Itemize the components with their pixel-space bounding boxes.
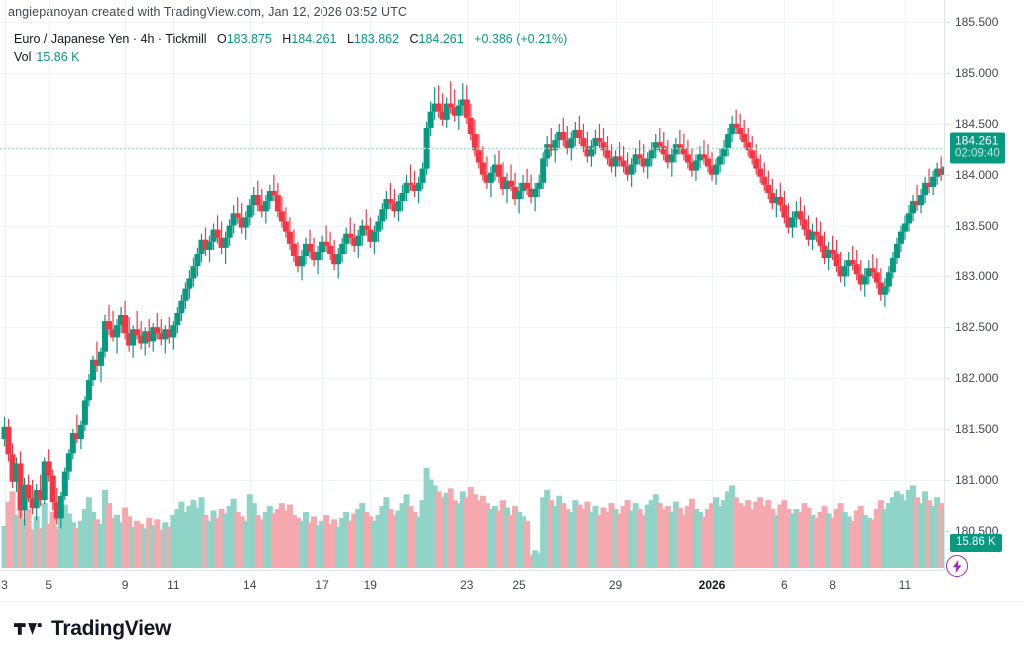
price-tick-mark [945, 378, 950, 380]
price-tick-mark [945, 428, 950, 430]
price-tick-mark [945, 479, 950, 481]
time-tick-label: 11 [167, 578, 180, 592]
high-value: 184.261 [291, 32, 337, 46]
legend-volume-row: Vol 15.86 K [14, 49, 567, 66]
time-tick-label: 3 [1, 578, 8, 592]
attribution-text: angiepanoyan created with TradingView.co… [8, 5, 408, 19]
legend-main-row: Euro / Japanese Yen · 4h · Tickmill O183… [14, 31, 567, 48]
bar-countdown-timer: 02:09:40 [955, 147, 1000, 160]
time-tick-label: 9 [121, 578, 129, 592]
close-label: C [409, 32, 419, 46]
price-tick-label: 184.500 [955, 116, 999, 131]
time-tick-label: 19 [363, 578, 377, 592]
current-price-badge[interactable]: 184.261 02:09:40 [950, 132, 1005, 164]
open-label: O [216, 32, 227, 46]
time-tick-label: 5 [45, 578, 53, 592]
time-tick-label: 25 [512, 578, 526, 592]
low-label: L [346, 32, 354, 46]
low-value: 183.862 [353, 32, 400, 46]
price-tick-label: 182.500 [955, 320, 999, 335]
price-tick-mark [945, 327, 950, 329]
price-tick-label: 183.500 [955, 218, 999, 233]
price-tick-label: 185.000 [955, 66, 999, 80]
price-tick-mark [945, 276, 950, 278]
tradingview-mark-icon [14, 623, 42, 635]
time-tick-label: 17 [315, 578, 329, 592]
volume-bars [1, 467, 944, 569]
price-tick-label: 185.500 [955, 15, 999, 30]
time-tick-label: 23 [460, 578, 474, 592]
price-tick-label: 181.500 [955, 421, 999, 436]
price-tick-mark [945, 73, 950, 74]
legend-separator-2: · [157, 32, 163, 46]
symbol-name[interactable]: Euro / Japanese Yen [14, 32, 130, 46]
price-tick-label: 183.000 [955, 269, 999, 284]
time-tick-label: 2026 [698, 578, 726, 592]
price-axis[interactable]: 185.500 185.000 184.500 184.000 183.500 183.0… [944, 0, 1024, 570]
price-tick-label: 184.000 [955, 167, 999, 182]
price-tick-mark [945, 123, 950, 125]
price-tick-mark [945, 530, 950, 532]
candlestick-svg [0, 0, 944, 570]
realtime-lightning-icon[interactable] [946, 555, 969, 577]
current-price-value: 184.261 [955, 133, 999, 148]
time-tick-label: 29 [608, 578, 623, 592]
high-label: H [282, 32, 292, 46]
time-tick-label: 14 [243, 578, 257, 592]
gridlines [0, 0, 944, 570]
time-axis[interactable]: 3 5 9 11 14 17 19 23 25 29 2026 6 8 11 [0, 570, 944, 600]
price-tick-label: 182.000 [955, 371, 999, 386]
volume-value-badge[interactable]: 15.86 K [950, 534, 1002, 552]
exchange-label[interactable]: Tickmill [165, 32, 207, 46]
chart-plot-area[interactable] [0, 0, 944, 570]
time-tick-label: 6 [781, 578, 788, 592]
price-change: +0.386 (+0.21%) [474, 32, 568, 46]
price-tick-mark [945, 174, 950, 176]
tradingview-logo[interactable]: TradingView [14, 617, 171, 641]
time-tick-label: 11 [898, 578, 912, 592]
chart-legend: Euro / Japanese Yen · 4h · Tickmill O183… [14, 31, 567, 66]
price-tick-mark [945, 22, 950, 24]
time-tick-label: 8 [829, 578, 836, 592]
volume-label: Vol [14, 50, 32, 64]
legend-separator-1: · [132, 32, 138, 46]
price-tick-label: 181.000 [955, 472, 999, 487]
volume-value: 15.86 K [36, 50, 80, 64]
close-value: 184.261 [418, 32, 464, 46]
open-value: 183.875 [226, 32, 272, 46]
footer-bar: TradingView [0, 601, 1024, 661]
price-tick-mark [945, 225, 950, 227]
lightning-bolt-glyph [952, 559, 962, 573]
tradingview-logo-text: TradingView [51, 617, 172, 640]
candles [1, 81, 944, 529]
interval-label[interactable]: 4h [140, 32, 155, 46]
